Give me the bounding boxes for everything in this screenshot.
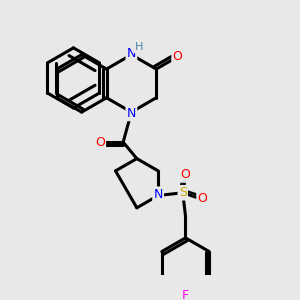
Text: N: N xyxy=(154,188,163,201)
Text: O: O xyxy=(95,136,105,149)
Text: N: N xyxy=(127,107,136,120)
Text: F: F xyxy=(182,289,189,300)
Text: O: O xyxy=(197,192,207,205)
Text: H: H xyxy=(135,42,143,52)
Text: O: O xyxy=(181,169,190,182)
Text: S: S xyxy=(179,186,187,199)
Text: O: O xyxy=(172,50,182,63)
Text: N: N xyxy=(127,47,136,60)
